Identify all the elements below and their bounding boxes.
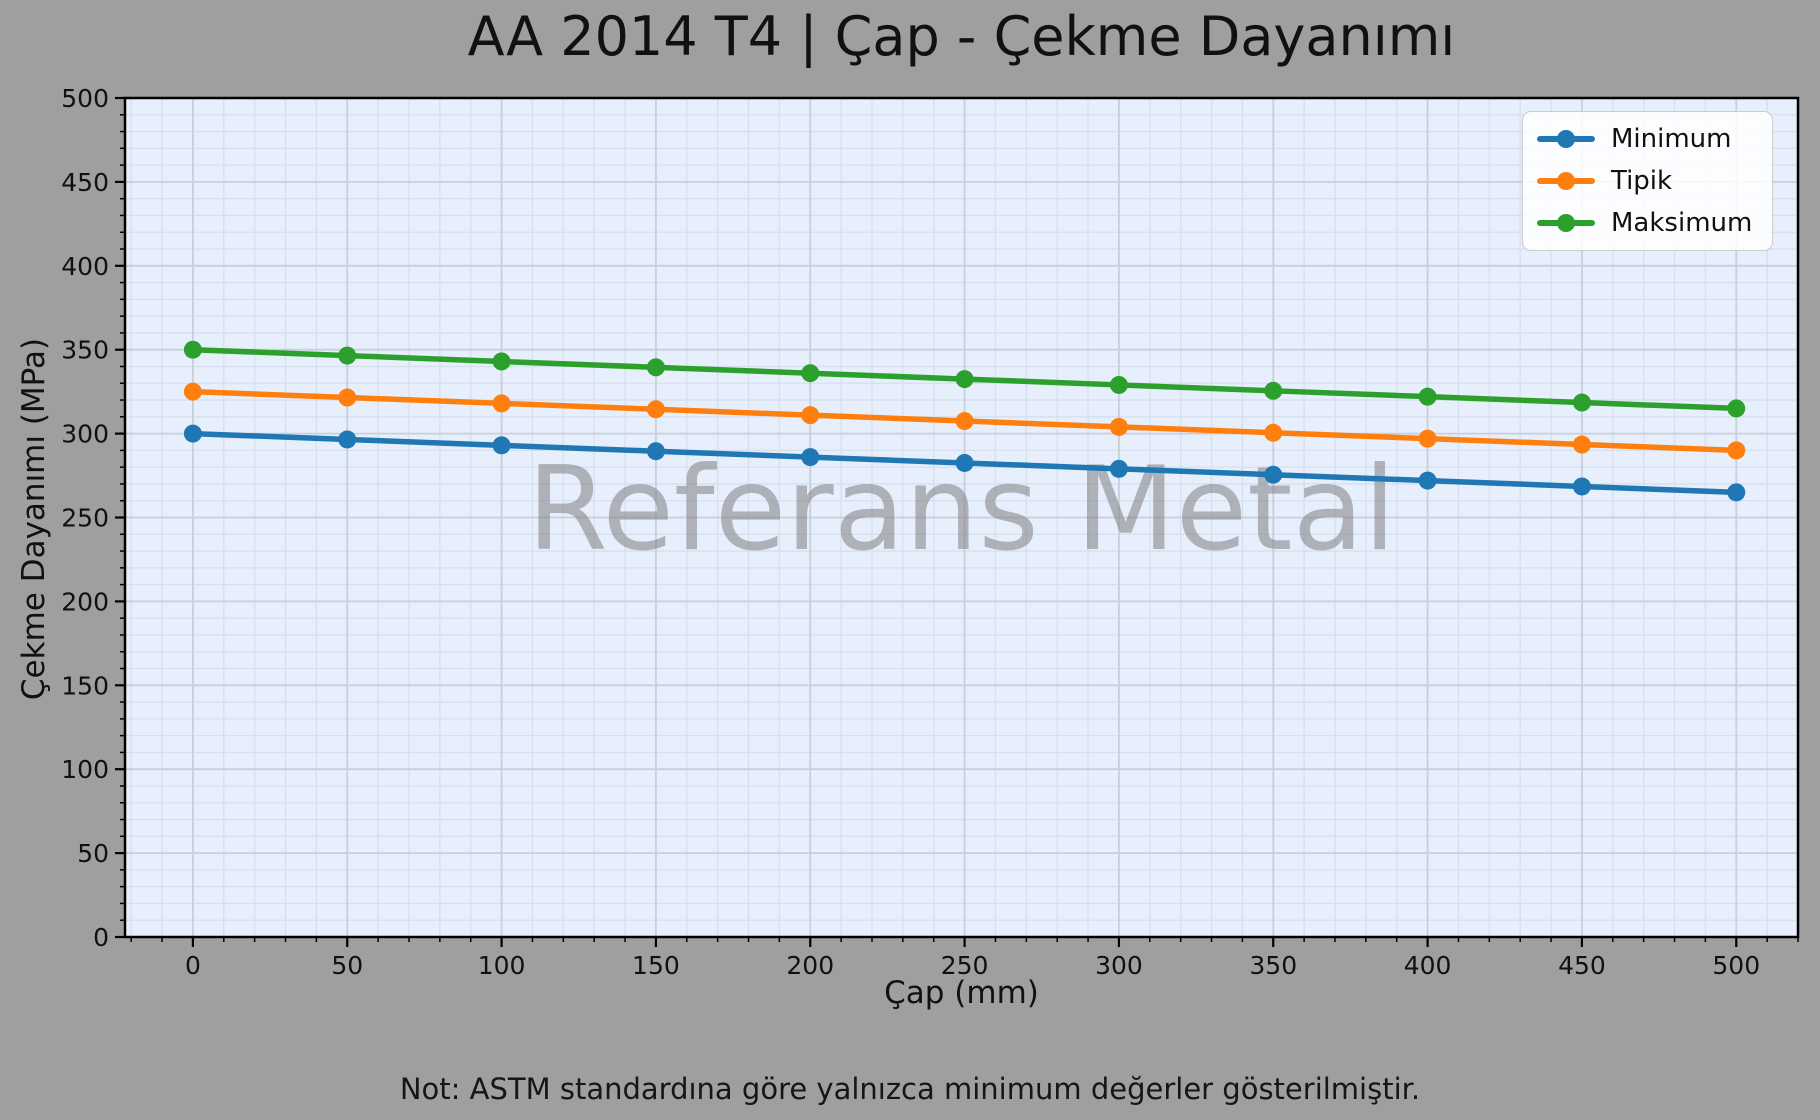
data-point [1109,417,1128,436]
axis-ticks [115,96,1799,947]
axis-tick-labels: 0 50 100 150 200 250 300 350 400 450 500 0 50 100 150 2… [61,84,1760,980]
data-point [1109,375,1128,394]
data-point [646,442,665,461]
data-point [955,453,974,472]
data-point [801,406,820,425]
data-point [1418,387,1437,406]
legend-swatch-icon [1537,204,1595,242]
x-tick-label: 250 [941,951,989,980]
data-point [183,340,202,359]
legend-swatch-icon [1537,120,1595,158]
data-point [492,394,511,413]
data-point [955,370,974,389]
y-tick-label: 100 [61,755,109,784]
y-tick-label: 150 [61,671,109,700]
data-point [1264,465,1283,484]
legend-label: Minimum [1611,124,1732,154]
y-tick-label: 50 [77,839,109,868]
data-point [1727,441,1746,460]
data-point [955,412,974,431]
data-point [1727,483,1746,502]
data-point [492,352,511,371]
data-point [338,388,357,407]
data-point [1572,435,1591,454]
data-point [183,424,202,443]
data-point [1264,381,1283,400]
x-tick-label: 350 [1249,951,1297,980]
data-point [1418,471,1437,490]
x-tick-label: 0 [185,951,201,980]
x-tick-label: 450 [1558,951,1606,980]
x-tick-label: 50 [331,951,363,980]
x-tick-label: 200 [786,951,834,980]
legend-label: Tipik [1611,166,1673,196]
data-point [1727,399,1746,418]
x-axis-label: Çap (mm) [884,975,1039,1011]
data-point [1418,429,1437,448]
data-point [646,358,665,377]
legend-item: Minimum [1537,120,1752,158]
data-point [492,436,511,455]
legend-item: Tipik [1537,162,1752,200]
y-tick-label: 250 [61,504,109,533]
y-tick-label: 450 [61,168,109,197]
legend-swatch-icon [1537,162,1595,200]
data-point [1572,393,1591,412]
legend-item: Maksimum [1537,204,1752,242]
x-tick-label: 300 [1095,951,1143,980]
data-point [338,346,357,365]
legend: Minimum Tipik Maksimum [1522,111,1774,251]
chart-title: AA 2014 T4 | Çap - Çekme Dayanımı [467,5,1456,68]
x-tick-label: 400 [1404,951,1452,980]
data-point [1264,423,1283,442]
legend-label: Maksimum [1611,208,1753,238]
data-point [801,448,820,467]
data-point [1572,477,1591,496]
y-tick-label: 350 [61,336,109,365]
y-tick-label: 300 [61,420,109,449]
footnote: Not: ASTM standardına göre yalnızca mini… [399,1072,1421,1106]
data-point [801,364,820,383]
data-point [646,400,665,419]
data-point [338,430,357,449]
y-tick-label: 500 [61,84,109,113]
x-tick-label: 150 [632,951,680,980]
x-tick-label: 100 [478,951,526,980]
y-tick-label: 400 [61,252,109,281]
data-point [183,382,202,401]
series-layer [183,340,1746,502]
x-tick-label: 500 [1712,951,1760,980]
data-point [1109,459,1128,478]
y-tick-label: 200 [61,587,109,616]
y-axis-label: Çekme Dayanımı (MPa) [16,337,52,701]
y-tick-label: 0 [93,923,109,952]
